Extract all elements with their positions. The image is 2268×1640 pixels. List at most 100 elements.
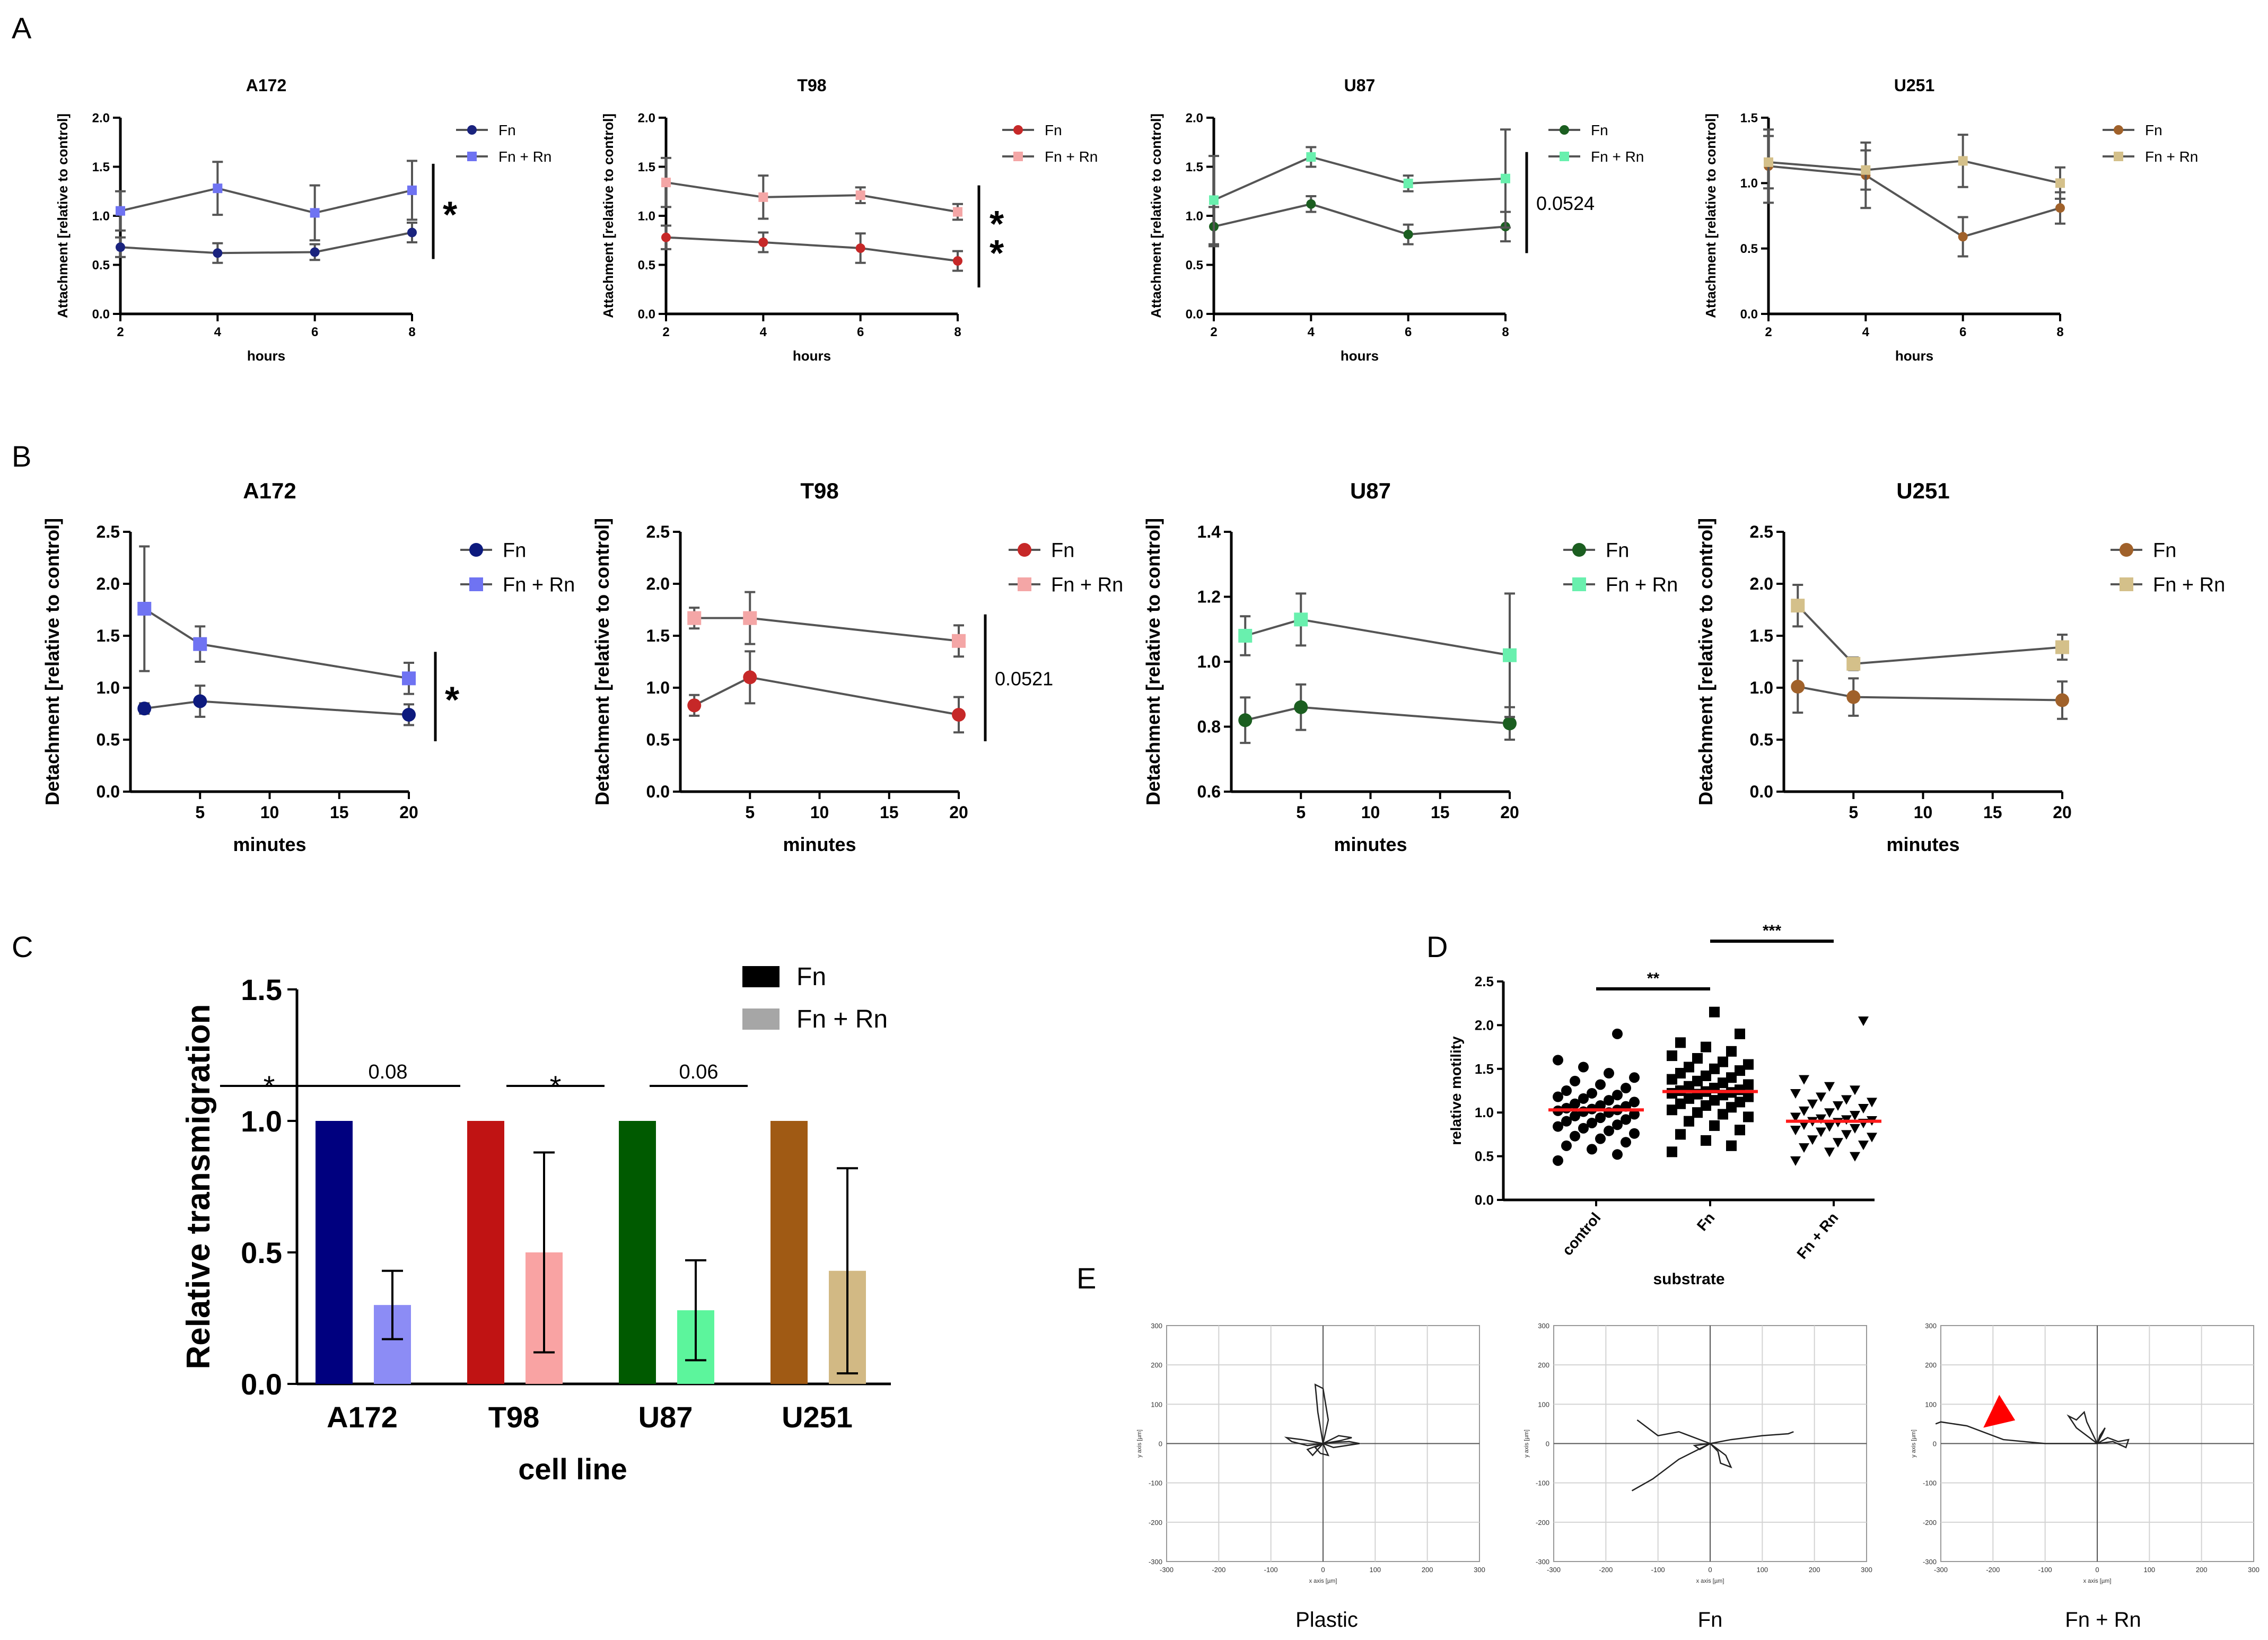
data-point [1858,1016,1869,1027]
cell-track [2066,1410,2098,1444]
series-line-1 [120,187,413,214]
data-point [116,242,125,252]
y-tick-label: -300 [1536,1558,1549,1566]
data-point [1553,1055,1563,1066]
data-point [1675,1037,1686,1048]
y-tick-label: 1.0 [241,1104,282,1138]
x-tick-label: 10 [1361,803,1380,822]
y-tick-label: 2.5 [97,522,120,541]
chart-title: A172 [246,76,287,95]
data-point [402,671,416,686]
series-line-0 [1768,165,2061,238]
data-point [1790,1089,1801,1099]
x-tick-label: 200 [1422,1566,1433,1574]
data-point [1790,1156,1801,1166]
data-point [1612,1119,1623,1130]
data-point [1764,157,1773,167]
data-point [310,208,320,218]
data-point [213,183,223,194]
data-point [1578,1062,1589,1073]
data-point [1684,1116,1694,1127]
y-tick-label: 0.0 [638,307,655,321]
data-point [1743,1059,1754,1070]
y-axis-label: y axis [µm] [1523,1429,1530,1458]
cell-track [1306,1443,1324,1457]
x-tick-label: 200 [2196,1566,2208,1574]
y-tick-label: 1.0 [646,678,670,697]
x-tick-label: 10 [260,803,279,822]
x-tick-label: 5 [745,803,755,822]
data-point [1675,1068,1686,1079]
x-tick-label: 2 [1765,325,1772,339]
data-point [1718,1109,1728,1120]
data-point [1850,1152,1860,1162]
chart-title: T98 [800,478,838,503]
legend-marker [1560,152,1569,161]
x-tick-label: -100 [1264,1566,1278,1574]
cell-track [1314,1383,1329,1444]
legend-marker [1572,577,1586,591]
data-point [1294,612,1308,627]
y-tick-label: 1.0 [92,209,110,223]
data-point [1735,1097,1745,1108]
data-point [1667,1050,1677,1062]
x-tick-label: -300 [1160,1566,1174,1574]
y-tick-label: 100 [1538,1400,1549,1408]
data-point [1735,1065,1745,1076]
data-point [953,207,962,217]
data-point [1726,1046,1737,1057]
x-tick-label: 100 [1756,1566,1768,1574]
y-tick-label: 300 [1538,1322,1549,1330]
significance-label: * [443,194,458,235]
data-point [2055,178,2065,188]
y-tick-label: 0.5 [97,730,120,749]
y-tick-label: 1.5 [1750,626,1773,645]
data-point [1858,1103,1869,1113]
x-tick-label: 4 [1862,325,1870,339]
data-point [1403,230,1413,240]
y-tick-label: -100 [1536,1479,1549,1487]
series-line-1 [1768,160,2061,185]
y-tick-label: 0.0 [97,782,120,801]
data-point [1629,1109,1640,1120]
data-point [661,232,671,242]
chart-a-t98: T98 0.0 0.5 1.0 1.5 2.0 2 4 6 8 hours Attachment [r… [600,76,1098,364]
data-point [1743,1091,1754,1102]
x-axis-label: x axis [µm] [1696,1578,1724,1584]
x-tick-label: T98 [488,1400,540,1434]
x-tick-label: 4 [214,325,222,339]
data-point [1701,1070,1711,1081]
y-tick-label: 1.5 [1475,1061,1494,1077]
data-point [1701,1041,1711,1053]
x-tick-label: 20 [399,803,418,822]
x-tick-label: 15 [1983,803,2002,822]
y-tick-label: 0.0 [241,1367,282,1401]
legend-label: Fn + Rn [1045,148,1098,165]
data-point [743,670,757,685]
panel-label-d: D [1426,930,1448,963]
data-point [1824,1147,1835,1157]
bar-fn [619,1121,656,1384]
x-tick-label: 15 [330,803,349,822]
y-tick-label: 100 [1925,1400,1937,1408]
chart-title: U251 [1896,478,1949,503]
legend-label: Fn + Rn [1591,148,1644,165]
x-tick-label: -200 [1986,1566,2000,1574]
significance-label: * [445,679,460,721]
y-axis-label: relative motility [1448,1036,1464,1145]
data-point [1709,1120,1720,1131]
data-point [1701,1100,1711,1111]
data-point [1604,1125,1614,1136]
y-tick-label: 0.0 [92,307,110,321]
legend-label: Fn + Rn [498,148,551,165]
y-tick-label: 200 [1925,1361,1937,1369]
y-axis-label: Relative transmigration [180,1004,217,1369]
data-point [213,248,223,258]
data-point [1833,1101,1843,1111]
x-tick-label: 8 [1502,325,1509,339]
x-axis-label: minutes [1886,834,1959,855]
data-point [1667,1074,1677,1085]
data-point [1629,1072,1640,1083]
y-tick-label: 2.5 [1475,974,1494,989]
x-tick-label: U251 [782,1400,853,1434]
